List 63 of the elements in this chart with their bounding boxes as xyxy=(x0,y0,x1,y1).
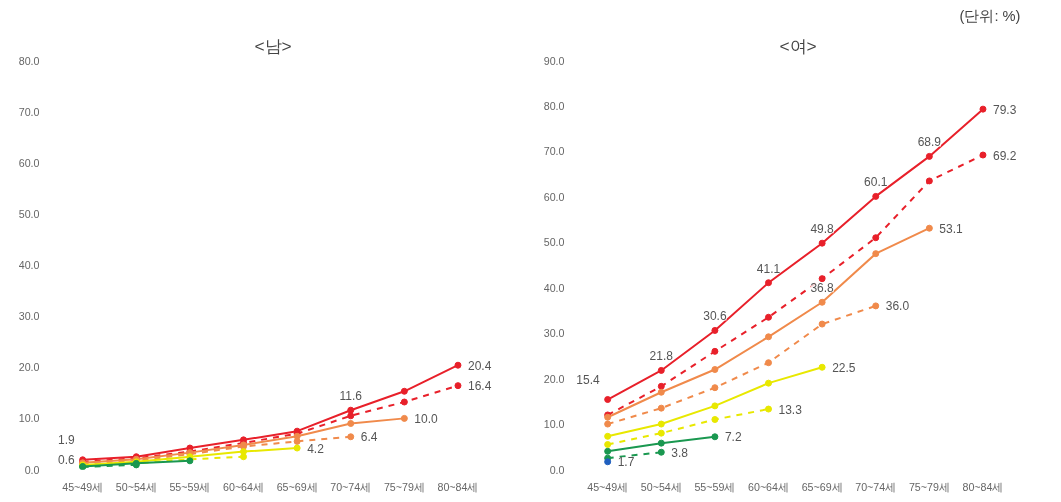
data-label: 60.1 xyxy=(864,175,888,190)
data-label: 11.6 xyxy=(339,389,363,404)
x-tick-label: 80~84세 xyxy=(437,480,479,493)
data-label: 36.0 xyxy=(885,299,910,314)
data-label: 41.1 xyxy=(756,261,781,276)
data-label: 4.2 xyxy=(307,441,325,456)
x-tick-label: 55~59세 xyxy=(694,480,736,493)
data-label: 1.7 xyxy=(617,455,635,470)
x-tick-label: 55~59세 xyxy=(169,480,211,493)
y-tick-label: 20.0 xyxy=(543,372,565,385)
data-label: 1.9 xyxy=(57,433,75,448)
data-label: 0.6 xyxy=(57,452,75,467)
data-label: 69.2 xyxy=(992,148,1017,163)
data-label: 68.9 xyxy=(917,135,942,150)
y-tick-label: 40.0 xyxy=(18,259,40,271)
x-tick-label: 65~69세 xyxy=(276,480,318,493)
y-tick-label: 0.0 xyxy=(549,463,565,476)
y-tick-label: 30.0 xyxy=(543,327,565,340)
x-tick-label: 50~54세 xyxy=(115,480,157,493)
data-label: 13.3 xyxy=(778,402,803,417)
data-label: 79.3 xyxy=(992,102,1017,117)
y-tick-label: 70.0 xyxy=(18,105,40,118)
y-tick-label: 40.0 xyxy=(543,281,565,294)
y-tick-label: 70.0 xyxy=(543,145,565,158)
y-tick-label: 60.0 xyxy=(18,156,40,169)
x-tick-label: 50~54세 xyxy=(640,480,682,493)
data-label: 6.4 xyxy=(360,430,378,445)
y-tick-label: 10.0 xyxy=(543,418,565,431)
y-tick-label: 50.0 xyxy=(543,236,565,249)
x-tick-label: 75~79세 xyxy=(383,480,425,493)
x-tick-label: 70~74세 xyxy=(330,480,372,493)
data-label: 7.2 xyxy=(724,430,742,445)
x-tick-label: 70~74세 xyxy=(855,480,897,493)
chart-title: <여> xyxy=(779,35,817,56)
y-tick-label: 90.0 xyxy=(543,54,565,67)
x-tick-label: 45~49세 xyxy=(62,480,104,493)
y-tick-label: 80.0 xyxy=(18,54,40,67)
y-tick-label: 60.0 xyxy=(543,190,565,203)
x-tick-label: 60~64세 xyxy=(223,480,264,493)
y-tick-label: 30.0 xyxy=(18,310,40,323)
data-label: 10.0 xyxy=(414,411,439,426)
y-tick-label: 80.0 xyxy=(543,99,565,112)
data-label: 20.4 xyxy=(467,358,492,373)
x-tick-label: 65~69세 xyxy=(801,480,843,493)
x-tick-label: 60~64세 xyxy=(748,480,789,493)
y-tick-label: 50.0 xyxy=(18,207,40,220)
data-label: 3.8 xyxy=(671,445,689,460)
x-tick-label: 45~49세 xyxy=(587,480,629,493)
data-label: 16.4 xyxy=(467,379,492,394)
text: (단위: %) xyxy=(959,7,1021,24)
data-label: 21.8 xyxy=(649,349,674,364)
data-label: 15.4 xyxy=(576,373,600,388)
x-tick-label: 80~84세 xyxy=(962,480,1004,493)
data-label: 30.6 xyxy=(703,309,727,324)
data-label: 36.8 xyxy=(810,281,835,296)
y-tick-label: 20.0 xyxy=(18,361,40,374)
x-tick-label: 75~79세 xyxy=(908,480,950,493)
y-tick-label: 0.0 xyxy=(24,463,40,476)
data-label: 53.1 xyxy=(939,221,964,236)
data-label: 22.5 xyxy=(832,360,856,375)
data-label: 49.8 xyxy=(810,222,835,237)
y-tick-label: 10.0 xyxy=(18,412,40,425)
chart-title: <남> xyxy=(254,35,292,56)
